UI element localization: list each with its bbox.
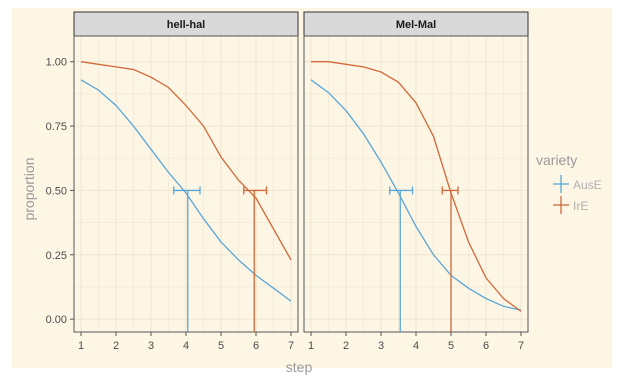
legend-label-ire: IrE: [573, 199, 588, 213]
x-tick-label: 4: [413, 340, 419, 352]
x-tick-label: 2: [113, 340, 119, 352]
threshold-ire: [441, 186, 459, 332]
y-axis-label: proportion: [21, 157, 37, 220]
panel-strip: [73, 11, 299, 37]
x-tick-label: 1: [308, 340, 314, 352]
x-tick-label: 4: [183, 340, 189, 352]
legend: variety AusE IrE: [536, 152, 602, 214]
legend-title: variety: [536, 152, 577, 168]
threshold-ause: [173, 186, 201, 332]
y-tick-label: 0.50: [46, 185, 67, 197]
legend-item-ire: IrE: [553, 196, 588, 214]
series-line-ire: [80, 61, 292, 261]
threshold-ire: [243, 186, 268, 332]
y-axis-ticks: 0.00 0.25 0.50 0.75 1.00: [46, 57, 74, 326]
series-line-ause: [310, 79, 522, 311]
panel-0: hell-hal 1 2 3 4 5 6 7: [73, 11, 299, 352]
x-tick-label: 1: [78, 340, 84, 352]
series-line-ause: [80, 79, 292, 302]
panels: hell-hal 1 2 3 4 5 6 7 Mel-Mal 1 2 3 4 5 6 7: [73, 11, 529, 352]
x-tick-label: 2: [343, 340, 349, 352]
x-tick-label: 7: [288, 340, 294, 352]
panel-strip: [303, 11, 529, 37]
y-tick-label: 1.00: [46, 57, 67, 69]
legend-key-ire: [553, 196, 569, 214]
x-axis-label: step: [286, 359, 313, 375]
x-tick-label: 5: [448, 340, 454, 352]
x-tick-label: 7: [518, 340, 524, 352]
x-tick-label: 3: [378, 340, 384, 352]
x-tick-label: 5: [218, 340, 224, 352]
y-tick-label: 0.25: [46, 250, 67, 262]
panel-title: Mel-Mal: [396, 19, 436, 31]
y-tick-label: 0.75: [46, 121, 67, 133]
x-tick-label: 6: [253, 340, 259, 352]
legend-item-ause: AusE: [553, 175, 602, 193]
legend-label-ause: AusE: [573, 178, 602, 192]
y-tick-label: 0.00: [46, 314, 67, 326]
x-tick-label: 3: [148, 340, 154, 352]
panel-grid: [74, 36, 298, 332]
x-tick-label: 6: [483, 340, 489, 352]
series-line-ire: [311, 61, 522, 312]
panel-title: hell-hal: [167, 19, 206, 31]
legend-key-ause: [553, 175, 569, 193]
panel-1: Mel-Mal 1 2 3 4 5 6 7: [303, 11, 529, 352]
threshold-ause: [389, 186, 414, 332]
